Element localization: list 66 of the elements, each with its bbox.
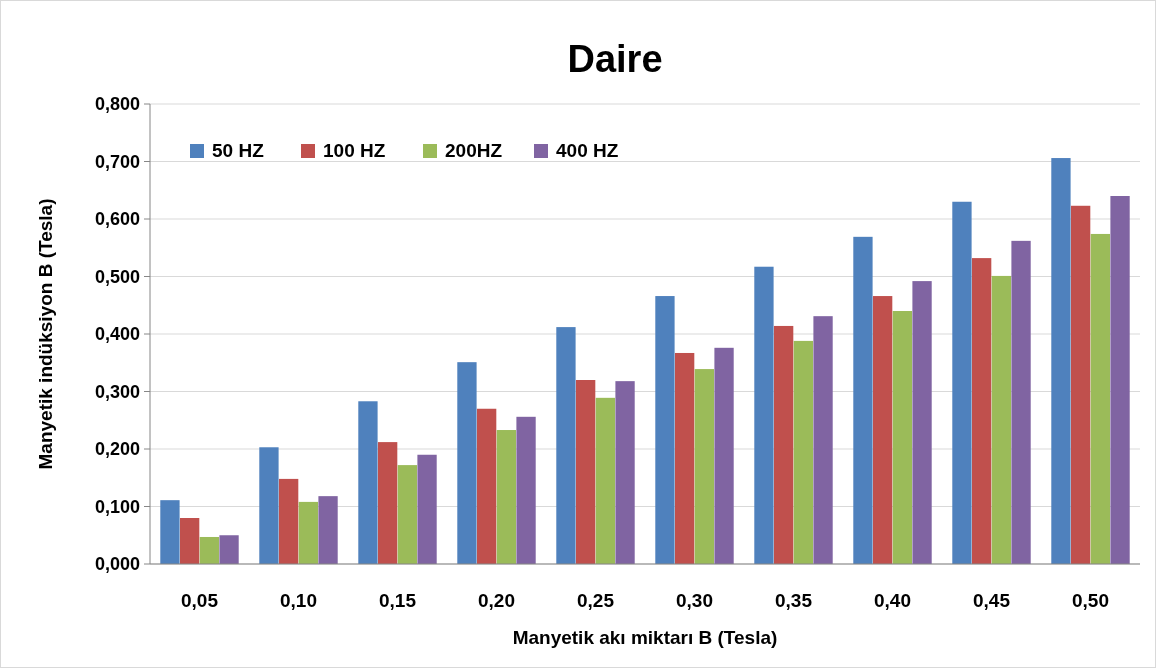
bar <box>1051 158 1071 564</box>
bar <box>397 465 417 564</box>
bar <box>576 380 596 564</box>
bar <box>892 311 912 564</box>
x-tick-label: 0,35 <box>775 590 813 611</box>
bar <box>952 201 972 564</box>
x-tick-label: 0,40 <box>874 590 911 611</box>
x-tick-label: 0,30 <box>676 590 713 611</box>
x-tick-label: 0,25 <box>577 590 615 611</box>
bar <box>813 316 833 564</box>
y-tick-label: 0,300 <box>94 381 140 402</box>
bar <box>1071 205 1091 564</box>
bar <box>912 281 932 564</box>
bar <box>714 347 734 564</box>
bar <box>754 266 774 564</box>
bar <box>219 535 239 564</box>
bar <box>298 501 318 564</box>
bar <box>516 416 536 564</box>
bar <box>1110 196 1130 564</box>
legend-label: 100 HZ <box>323 140 386 161</box>
bar <box>694 369 714 564</box>
bar <box>259 447 279 564</box>
bar <box>972 258 992 564</box>
y-tick-label: 0,100 <box>94 496 140 517</box>
bar <box>477 408 497 564</box>
bar <box>853 236 873 564</box>
y-tick-label: 0,500 <box>94 266 140 287</box>
bar <box>595 397 615 564</box>
bar <box>279 478 299 564</box>
x-tick-label: 0,05 <box>181 590 219 611</box>
bar <box>675 352 695 564</box>
y-tick-label: 0,000 <box>94 554 140 574</box>
y-tick-label: 0,700 <box>94 151 140 172</box>
legend-label: 400 HZ <box>556 140 619 161</box>
y-tick-label: 0,400 <box>94 324 140 344</box>
bar <box>774 325 794 564</box>
bar <box>378 442 398 564</box>
bar <box>1090 233 1111 564</box>
x-axis-title: Manyetik akı miktarı B (Tesla) <box>512 627 778 648</box>
x-tick-label: 0,45 <box>973 590 1011 611</box>
bar <box>615 381 635 564</box>
bar <box>160 500 180 564</box>
bar <box>556 327 576 564</box>
bar <box>457 362 477 564</box>
y-tick-label: 0,200 <box>94 439 140 459</box>
x-tick-label: 0,50 <box>1072 590 1109 611</box>
bar <box>318 496 338 564</box>
bar <box>417 454 437 564</box>
legend-label: 50 HZ <box>212 140 265 161</box>
y-tick-label: 0,800 <box>94 94 140 114</box>
bar <box>358 401 378 564</box>
legend-label: 200HZ <box>445 140 503 161</box>
x-tick-label: 0,15 <box>379 590 417 611</box>
chart-title: Daire <box>567 38 663 80</box>
bar <box>199 536 219 564</box>
bar <box>991 275 1011 564</box>
x-tick-label: 0,10 <box>280 590 317 611</box>
y-axis-title: Manyetik indüksiyon B (Tesla) <box>35 198 56 470</box>
bar <box>793 340 813 564</box>
y-tick-label: 0,600 <box>94 209 140 229</box>
bar <box>655 296 675 564</box>
bar <box>1011 240 1031 564</box>
x-tick-label: 0,20 <box>478 590 515 611</box>
bar <box>180 518 200 564</box>
bar <box>873 296 893 564</box>
bar <box>496 430 516 564</box>
